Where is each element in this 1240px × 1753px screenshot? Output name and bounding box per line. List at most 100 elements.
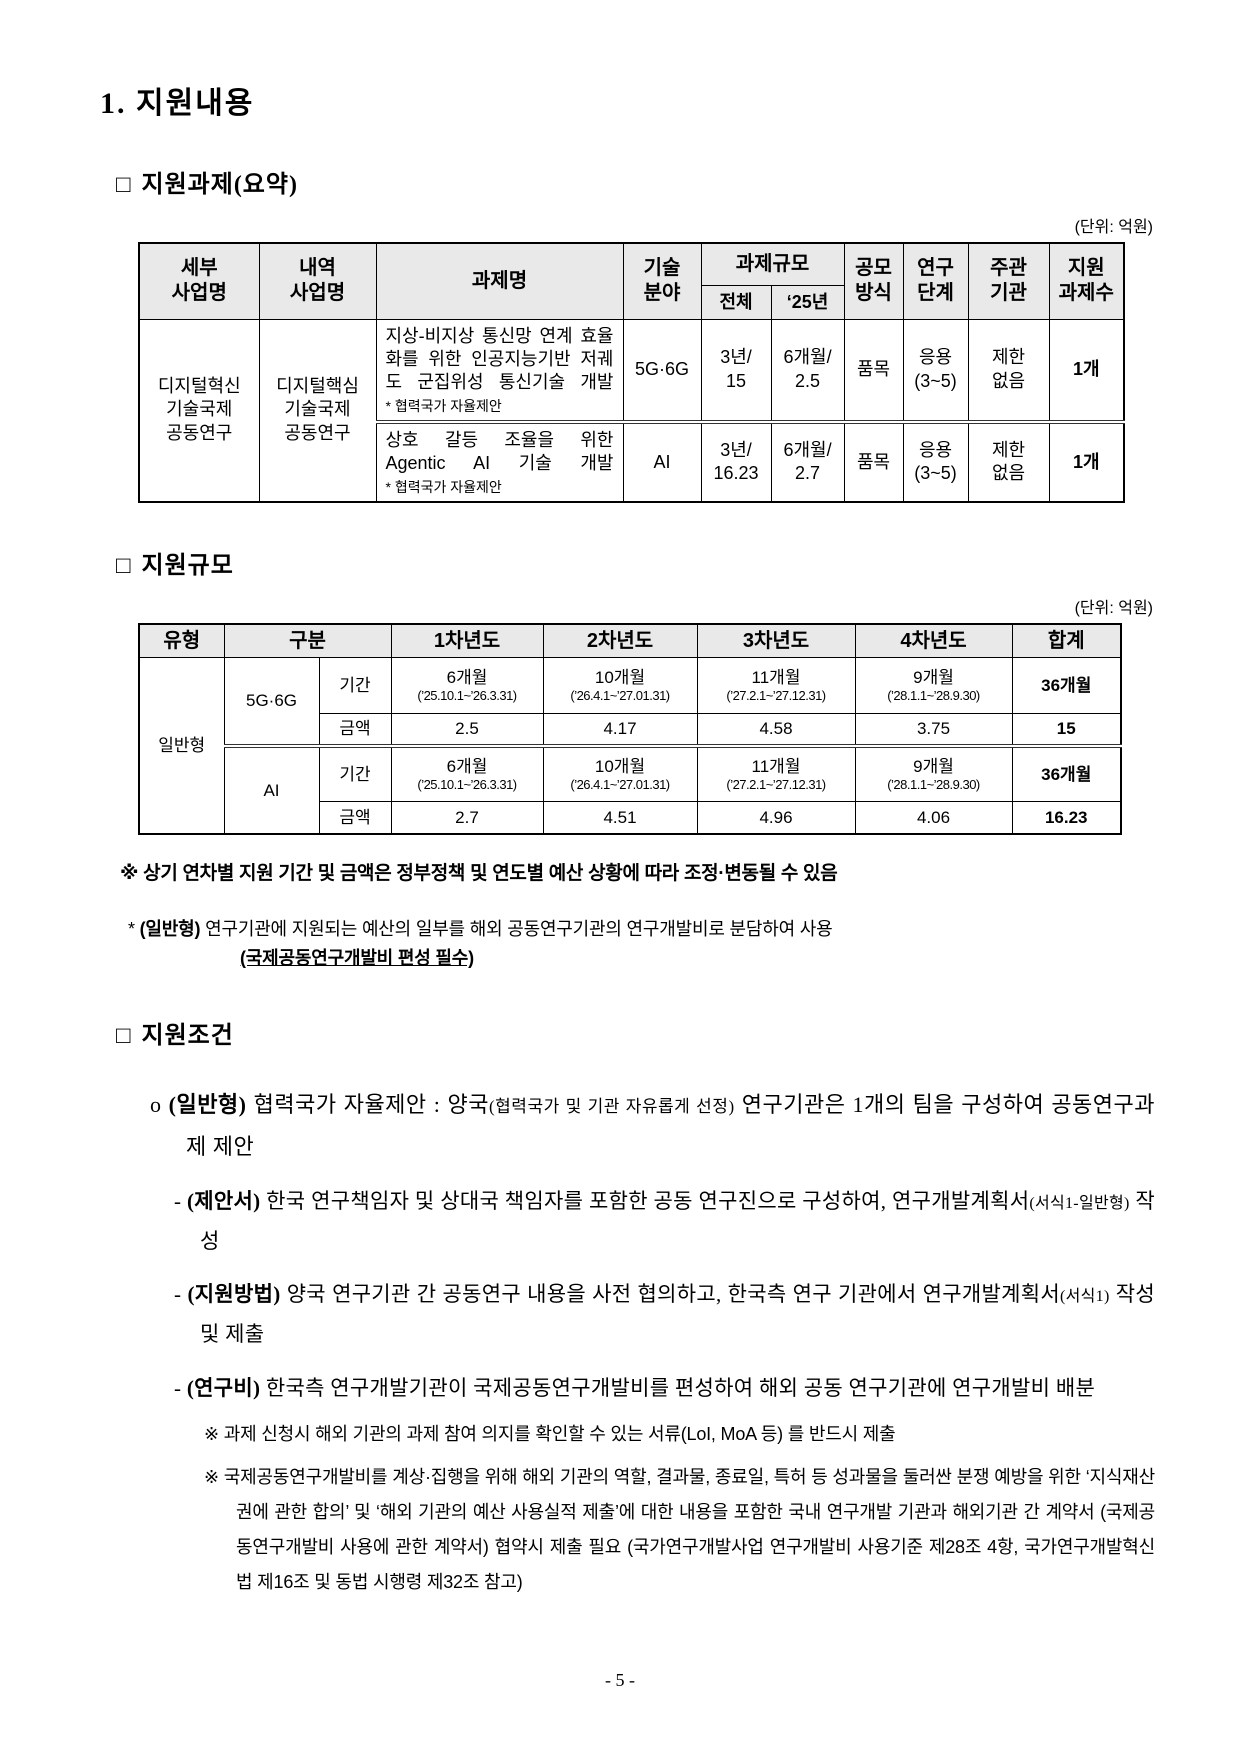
col-header-year1: 1차년도 <box>390 623 544 659</box>
col-header-type: 유형 <box>138 623 225 659</box>
cell-group-name: 5G·6G <box>223 657 320 747</box>
cell-method: 품목 <box>843 419 904 503</box>
section-heading-conditions: □ 지원조건 <box>116 1015 1155 1050</box>
cell-amount: 4.58 <box>696 713 856 747</box>
cell-period-total: 36개월 <box>1011 743 1122 803</box>
subnote-marker: ※ <box>204 1424 219 1445</box>
item-marker: - <box>174 1188 182 1213</box>
table-row: 금액 2.5 4.17 4.58 3.75 15 <box>139 713 1122 747</box>
cell-sub-program: 디지털핵심 기술국제 공동연구 <box>258 318 377 503</box>
col-header-lead-org: 주관 기관 <box>967 242 1050 320</box>
section-heading-conditions-label: 지원조건 <box>141 1023 234 1050</box>
task-title: 지상-비지상 통신망 연계 효율화를 위한 인공지능기반 저궤도 군집위성 통신… <box>385 325 614 393</box>
col-header-task-count: 지원 과제수 <box>1048 242 1125 320</box>
condition-bullet: o (일반형) 협력국가 자율제안 : 양국(협력국가 및 기관 자유롭게 선정… <box>150 1084 1155 1168</box>
col-header-tech-field: 기술 분야 <box>622 242 702 320</box>
cell-detail-program: 디지털혁신 기술국제 공동연구 <box>138 318 260 503</box>
cell-count: 1개 <box>1048 419 1125 503</box>
item-text-post: 작성 <box>200 1188 1155 1253</box>
cell-type: 일반형 <box>138 657 225 835</box>
page-number: - 5 - <box>605 1670 635 1690</box>
condition-item-proposal: - (제안서) 한국 연구책임자 및 상대국 책임자를 포함한 공동 연구진으로… <box>174 1182 1155 1262</box>
cell-row-label: 기간 <box>318 743 392 803</box>
item-small-text: (서식1-일반형) <box>1029 1194 1130 1212</box>
cell-task-name: 상호 갈등 조율을 위한 Agentic AI 기술 개발 * 협력국가 자율제… <box>375 419 624 503</box>
cell-period: 6개월 (’25.10.1~’26.3.31) <box>390 657 544 715</box>
cell-group-name: AI <box>223 743 320 835</box>
section-heading-summary: □ 지원과제(요약) <box>116 164 1155 199</box>
page-title: 1. 지원내용 <box>100 87 255 120</box>
col-header-detail-program: 세부 사업명 <box>138 242 260 320</box>
item-bold-label: (지원방법) <box>187 1282 281 1307</box>
item-text-pre: 한국측 연구개발기관이 국제공동연구개발비를 편성하여 해외 공동 연구기관에 … <box>265 1376 1096 1401</box>
period-months: 11개월 <box>751 756 801 776</box>
cell-total: 3년/ 16.23 <box>700 419 772 503</box>
cell-amount-total: 16.23 <box>1011 801 1122 835</box>
cell-count: 1개 <box>1048 318 1125 423</box>
condition-item-budget: - (연구비) 한국측 연구개발기관이 국제공동연구개발비를 편성하여 해외 공… <box>174 1369 1155 1409</box>
cell-row-label: 기간 <box>318 657 392 715</box>
cell-y25: 6개월/ 2.7 <box>770 419 845 503</box>
unit-label: (단위: 억원) <box>1074 219 1153 236</box>
cell-y25: 6개월/ 2.5 <box>770 318 845 423</box>
summary-table-area: (단위: 억원) 세부 사업명 내역 사업명 과제명 기술 분야 과제규모 공모… <box>138 213 1155 503</box>
table-row: 상호 갈등 조율을 위한 Agentic AI 기술 개발 * 협력국가 자율제… <box>139 419 1125 503</box>
cell-period: 9개월 (’28.1.1~’28.9.30) <box>854 657 1013 715</box>
period-dates: (’25.10.1~’26.3.31) <box>417 777 517 793</box>
cell-amount: 4.96 <box>696 801 856 835</box>
cell-row-label: 금액 <box>318 713 392 747</box>
cell-total: 3년/ 15 <box>700 318 772 423</box>
bullet-bold-label: (일반형) <box>168 1092 247 1118</box>
table-row: 디지털혁신 기술국제 공동연구 디지털핵심 기술국제 공동연구 지상-비지상 통… <box>138 318 1125 503</box>
task-title: 상호 갈등 조율을 위한 Agentic AI 기술 개발 <box>385 429 614 474</box>
item-text-pre: 양국 연구기관 간 공동연구 내용을 사전 협의하고, 한국측 연구 기관에서 … <box>286 1282 1060 1307</box>
col-header-year4: 4차년도 <box>854 623 1013 659</box>
cell-org: 제한 없음 <box>967 419 1050 503</box>
col-header-research-stage: 연구 단계 <box>902 242 969 320</box>
table-row: 금액 2.7 4.51 4.96 4.06 16.23 <box>139 801 1122 835</box>
col-header-sub-program: 내역 사업명 <box>258 242 377 320</box>
cell-org: 제한 없음 <box>967 318 1050 423</box>
cell-row-label: 금액 <box>318 801 392 835</box>
period-dates: (’27.2.1~’27.12.31) <box>726 688 826 704</box>
bullet-text-post: 연구기관은 1개의 팀을 구성하여 공동연구과제 제안 <box>186 1092 1156 1159</box>
cell-amount: 2.5 <box>390 713 544 747</box>
cell-stage: 응용 (3~5) <box>902 318 969 423</box>
item-text-pre: 한국 연구책임자 및 상대국 책임자를 포함한 공동 연구진으로 구성하여, 연… <box>266 1188 1030 1213</box>
period-months: 9개월 <box>913 756 954 776</box>
col-header-year3: 3차년도 <box>696 623 856 659</box>
bullet-small-text: (협력국가 및 기관 자유롭게 선정) <box>489 1097 735 1117</box>
note-bold-label: (일반형) <box>139 919 201 940</box>
subnote-marker: ※ <box>204 1467 219 1488</box>
section-heading-scale: □ 지원규모 <box>116 545 1155 580</box>
bullet-text-pre: 협력국가 자율제안 : 양국 <box>253 1092 489 1118</box>
item-text-post: 작성 및 제출 <box>200 1282 1155 1347</box>
item-small-text: (서식1) <box>1059 1288 1110 1306</box>
cell-task-name: 지상-비지상 통신망 연계 효율화를 위한 인공지능기반 저궤도 군집위성 통신… <box>375 318 624 423</box>
square-bullet-icon: □ <box>116 1023 132 1050</box>
note-budget-adjust: ※ 상기 연차별 지원 기간 및 금액은 정부정책 및 연도별 예산 상황에 따… <box>120 861 1155 888</box>
table-row: AI 기간 6개월 (’25.10.1~’26.3.31) 10개월 (’26.4.… <box>139 743 1122 835</box>
note-underline-text: (국제공동연구개발비 편성 필수) <box>240 948 474 969</box>
note-marker: ※ <box>120 862 139 884</box>
period-dates: (’26.4.1~’27.01.31) <box>570 777 670 793</box>
cell-period-total: 36개월 <box>1011 657 1122 715</box>
square-bullet-icon: □ <box>116 552 132 579</box>
scale-table-area: (단위: 억원) 유형 구분 1차년도 2차년도 3차년도 4차년도 합계 <box>138 594 1155 835</box>
condition-item-method: - (지원방법) 양국 연구기관 간 공동연구 내용을 사전 협의하고, 한국측… <box>174 1275 1155 1355</box>
cell-period: 10개월 (’26.4.1~’27.01.31) <box>542 743 698 803</box>
period-months: 9개월 <box>913 668 954 688</box>
cell-amount: 4.06 <box>854 801 1013 835</box>
col-header-division: 구분 <box>223 623 392 659</box>
period-dates: (’28.1.1~’28.9.30) <box>887 777 980 793</box>
cell-amount: 4.51 <box>542 801 698 835</box>
square-bullet-icon: □ <box>116 172 132 198</box>
subnote-text: 국제공동연구개발비를 계상·집행을 위해 해외 기관의 역할, 결과물, 종료일… <box>223 1467 1155 1593</box>
cell-method: 품목 <box>843 318 904 423</box>
summary-table: 세부 사업명 내역 사업명 과제명 기술 분야 과제규모 공모 방식 연구 단계… <box>138 242 1126 503</box>
cell-amount-total: 15 <box>1011 713 1122 747</box>
period-months: 11개월 <box>751 668 801 688</box>
period-months: 10개월 <box>594 668 646 688</box>
period-months: 6개월 <box>446 756 488 776</box>
cell-period: 9개월 (’28.1.1~’28.9.30) <box>854 743 1013 803</box>
